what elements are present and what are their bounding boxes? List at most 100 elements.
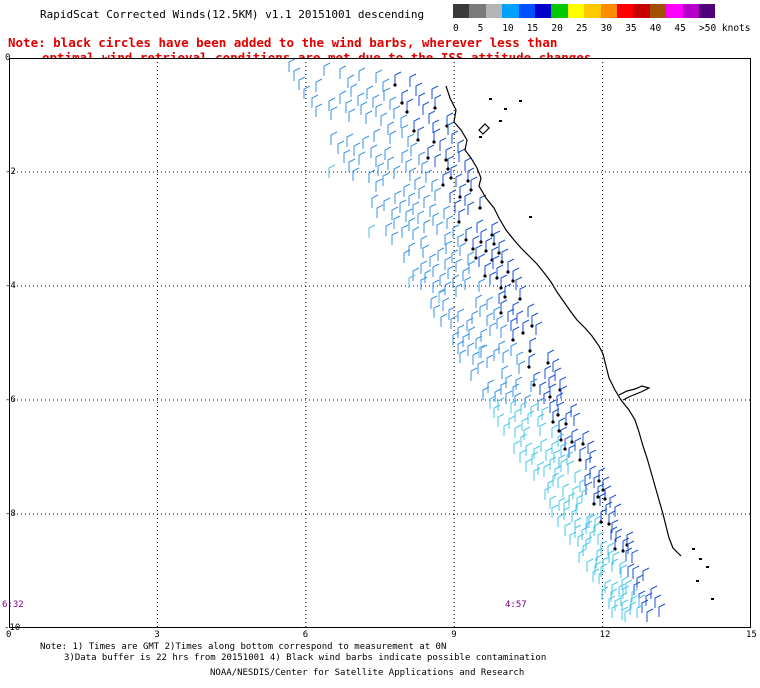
legend-label: 40 [649,23,662,34]
barb-circle [479,240,483,244]
barb-circle [581,442,585,446]
wind-barb [393,215,401,229]
wind-barb [339,90,347,104]
coastline-inlet [478,123,490,135]
wind-barb [303,85,311,99]
legend-swatch [502,4,519,18]
wind-barb [413,117,421,131]
wind-barb [484,262,492,276]
wind-barb [467,201,475,215]
wind-barb [343,149,351,163]
wind-barb [608,549,616,563]
wind-barb [512,301,520,315]
island [519,100,522,102]
wind-barb [405,208,413,222]
wind-barb [451,249,459,263]
wind-barb [462,333,470,347]
barb-circle [506,270,510,274]
wind-barb [512,326,520,340]
wind-barb [452,331,460,345]
wind-barb [368,169,376,183]
wind-barb [521,417,529,431]
wind-barb [626,531,634,545]
wind-barb [627,563,635,577]
wind-barb [403,249,411,263]
wind-barb [476,219,484,233]
wind-barb [551,424,559,438]
wind-barb [496,315,504,329]
legend-label: 25 [576,23,588,34]
legend-swatch [649,4,667,18]
wind-barb [348,158,356,172]
wind-barb [518,360,526,374]
wind-barb [604,579,612,593]
wind-barb [631,549,639,563]
wind-barb [560,385,568,399]
wind-barb [618,583,626,597]
wind-barb [608,510,616,524]
wind-barb [455,283,463,297]
wind-barb [554,367,562,381]
wind-barb [585,456,593,470]
wind-barb [556,392,564,406]
wind-barb [587,440,595,454]
wind-barb [654,594,662,608]
wind-barb [574,437,582,451]
wind-barb [500,274,508,288]
wind-barb [445,240,453,254]
wind-barb [519,285,527,299]
barb-circle [564,422,568,426]
wind-barb [433,128,441,142]
barb-circle [433,106,437,110]
wind-barb [527,410,535,424]
wind-barb [614,597,622,611]
wind-barb [535,321,543,335]
y-tick-label: -4 [5,281,16,291]
wind-barb [450,315,458,329]
wind-barb [480,228,488,242]
wind-barb [539,381,547,395]
wind-barb [427,144,435,158]
wind-barb [399,199,407,213]
barb-circle [449,176,453,180]
island [692,548,695,550]
legend-swatch [453,4,470,18]
wind-map-plot [9,58,751,628]
wind-barb [601,586,609,600]
wind-barb [548,374,556,388]
wind-barb [377,162,385,176]
wind-barb [452,274,460,288]
wind-barb [577,533,585,547]
wind-barb [558,417,566,431]
wind-barb [458,208,466,222]
legend-swatch [600,4,617,18]
wind-barb [604,485,612,499]
wind-barb [579,478,587,492]
wind-barb [464,192,472,206]
wind-barb [543,390,551,404]
barb-circle [563,447,567,451]
wind-barb [514,392,522,406]
wind-barb [523,426,531,440]
wind-barb [559,376,567,390]
wind-barb [447,121,455,135]
wind-barb [394,190,402,204]
wind-barb [578,549,586,563]
wind-barb [625,579,633,593]
wind-barb [609,494,617,508]
wind-barb [520,433,528,447]
wind-barb [438,289,446,303]
wind-barb [360,101,368,115]
wind-barb [563,506,571,520]
wind-barb [589,465,597,479]
wind-barb [401,149,409,163]
wind-barb [444,231,452,245]
wind-barb [457,139,465,153]
wind-barb [599,492,607,506]
wind-barb [417,210,425,224]
wind-barb [418,185,426,199]
wind-barb [602,476,610,490]
legend-label: 10 [502,23,514,34]
wind-barb [391,231,399,245]
wind-barb [393,105,401,119]
